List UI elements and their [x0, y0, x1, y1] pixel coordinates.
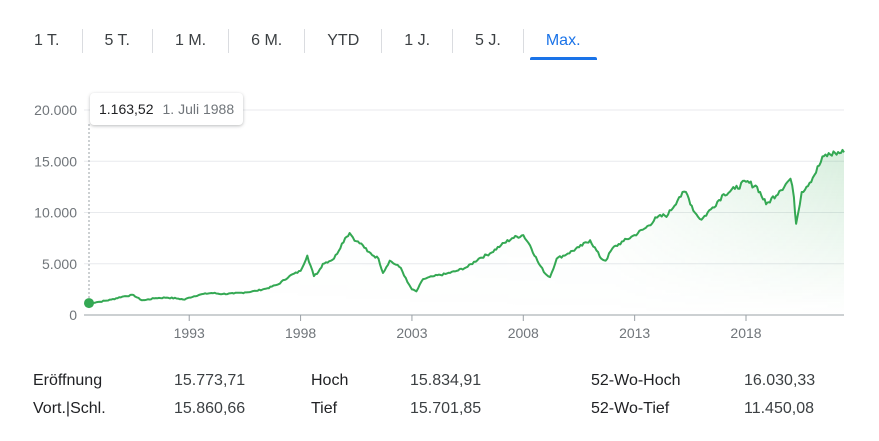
tooltip-date: 1. Juli 1988	[162, 101, 235, 117]
y-tick-label: 20.000	[34, 102, 77, 118]
tooltip-value: 1.163,52	[99, 101, 154, 117]
x-tick-label: 2003	[396, 325, 427, 341]
tab-6-months[interactable]: 6 M.	[228, 29, 304, 53]
stat-label-52w-low: 52-Wo-Tief	[591, 400, 670, 417]
stat-value-52w-low: 11.450,08	[744, 400, 814, 417]
tab-ytd[interactable]: YTD	[304, 29, 381, 53]
price-area	[89, 149, 844, 315]
stat-label-prev-close: Vort.|Schl.	[33, 400, 106, 417]
stat-value-low: 15.701,85	[410, 400, 482, 417]
y-tick-label: 5.000	[42, 256, 77, 272]
x-tick-label: 2013	[619, 325, 650, 341]
stat-label-high: Hoch	[311, 372, 349, 389]
tab-1-month[interactable]: 1 M.	[152, 29, 228, 53]
y-tick-label: 10.000	[34, 205, 77, 221]
tab-5-days[interactable]: 5 T.	[81, 29, 153, 53]
price-line	[88, 148, 845, 305]
tab-max[interactable]: Max.	[522, 29, 603, 60]
stat-label-open: Eröffnung	[33, 372, 103, 389]
tab-5-years[interactable]: 5 J.	[452, 29, 523, 53]
x-tick-label: 2008	[508, 325, 539, 341]
stat-label-low: Tief	[311, 400, 338, 417]
x-tick-label: 1998	[285, 325, 316, 341]
stat-value-high: 15.834,91	[410, 372, 482, 389]
y-axis: 0 5.000 10.000 15.000 20.000	[34, 102, 77, 323]
price-chart[interactable]: 0 5.000 10.000 15.000 20.000 1993 1998 2003 200…	[0, 80, 879, 350]
stat-label-52w-high: 52-Wo-Hoch	[591, 372, 681, 389]
x-tick-label: 2018	[730, 325, 761, 341]
tab-1-year[interactable]: 1 J.	[381, 29, 452, 53]
x-axis: 1993 1998 2003 2008 2013 2018	[174, 315, 762, 341]
y-tick-label: 0	[69, 307, 77, 323]
hover-point	[84, 298, 94, 309]
stat-value-52w-high: 16.030,33	[744, 372, 816, 389]
chart-tooltip: 1.163,52 1. Juli 1988	[90, 93, 244, 125]
stat-value-open: 15.773,71	[174, 372, 246, 389]
tab-1-day[interactable]: 1 T.	[34, 32, 60, 49]
y-tick-label: 15.000	[34, 153, 77, 169]
stat-value-prev-close: 15.860,66	[174, 400, 246, 417]
x-tick-label: 1993	[174, 325, 205, 341]
range-tabs: 1 T. 5 T. 1 M. 6 M. YTD 1 J. 5 J. Max.	[12, 26, 603, 60]
